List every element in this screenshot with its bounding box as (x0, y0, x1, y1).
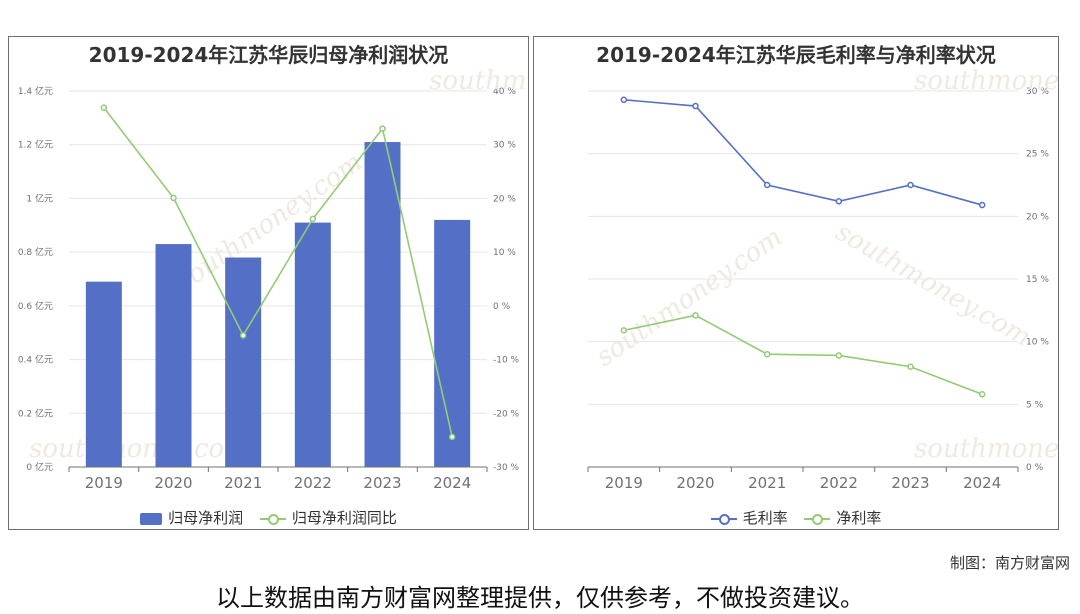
x-tick-label: 2019 (85, 474, 123, 492)
y-tick-label: 1.4 亿元 (18, 85, 53, 97)
point-net-profit-yoy (379, 125, 386, 132)
point-gross-margin (692, 102, 699, 110)
y2-tick-label: -10 % (493, 356, 520, 366)
y2-tick-label: 30 % (493, 141, 516, 151)
legend-item-net-profit-yoy[interactable]: 归母净利润同比 (259, 507, 397, 528)
y-tick-label: 1 亿元 (26, 192, 53, 204)
line-net-profit-yoy (103, 107, 453, 438)
point-net-profit-yoy (448, 433, 456, 441)
line-net-margin (623, 314, 983, 396)
watermark-text: southmoney.com (29, 434, 249, 464)
y2-tick-label: 0 % (493, 302, 511, 312)
disclaimer-text: 以上数据由南方财富网整理提供，仅供参考，不做投资建议。 (216, 584, 864, 612)
chart-credit: 制图：南方财富网 (949, 554, 1070, 572)
point-net-margin (692, 312, 699, 319)
chart-legend: 归母净利润 归母净利润同比 (9, 507, 528, 528)
x-tick-label: 2022 (820, 474, 858, 492)
y-tick-label: 0.4 亿元 (18, 354, 53, 366)
bar-net-profit (364, 142, 401, 467)
watermark-text: southmoney.com (914, 434, 1058, 464)
point-gross-margin (835, 198, 843, 205)
legend-label: 净利率 (836, 509, 882, 527)
x-tick-label: 2021 (748, 474, 786, 492)
x-tick-label: 2024 (963, 474, 1001, 492)
line-swatch (710, 513, 737, 525)
point-gross-margin (907, 181, 914, 189)
chart-panel-margins: 0 % 5 % 10 % 15 % 20 % 25 % 30 % southmoney.com… (533, 36, 1059, 530)
y-tick-label: 10 % (1026, 338, 1049, 348)
legend-label: 归母净利润 (168, 509, 244, 527)
legend-item-net-profit[interactable]: 归母净利润 (140, 507, 243, 528)
y-tick-label: 25 % (1026, 150, 1049, 160)
bar-net-profit (155, 244, 192, 467)
x-tick-label: 2020 (154, 474, 192, 492)
watermark-text: southmoney.com (429, 66, 528, 96)
y-tick-label: 5 % (1026, 400, 1044, 410)
legend-label: 毛利率 (742, 509, 788, 527)
y2-tick-label: 40 % (493, 87, 516, 97)
y-tick-label: 1.2 亿元 (18, 139, 53, 151)
x-tick-label: 2023 (891, 474, 929, 492)
bar-net-profit (225, 257, 262, 467)
y-tick-label: 20 % (1026, 212, 1049, 222)
point-net-margin (620, 327, 628, 334)
x-tick-label: 2024 (433, 474, 471, 492)
point-net-margin (763, 350, 771, 358)
y-tick-label: 30 % (1026, 87, 1049, 97)
y2-tick-label: -30 % (493, 463, 520, 473)
watermark-text: southmoney.com (171, 147, 368, 298)
y-tick-label: 0.2 亿元 (18, 407, 53, 419)
watermark-text: southmoney.com (831, 217, 1036, 353)
point-net-margin (978, 391, 986, 398)
y-tick-label: 0.6 亿元 (18, 300, 53, 312)
x-tick-label: 2019 (605, 474, 643, 492)
y-tick-label: 15 % (1026, 275, 1049, 285)
point-net-profit-yoy (100, 104, 108, 111)
y2-tick-label: 10 % (493, 248, 516, 258)
point-net-margin (907, 363, 914, 370)
margin-chart: 0 %5 %10 %15 %20 %25 %30 %southmoney.com… (587, 66, 1058, 492)
legend-item-net-margin[interactable]: 净利率 (804, 507, 881, 528)
y-tick-label: 0.8 亿元 (18, 246, 53, 258)
y-tick-label: 0 亿元 (26, 461, 53, 473)
x-tick-label: 2021 (224, 474, 262, 492)
bar-swatch (140, 512, 163, 525)
x-tick-label: 2022 (294, 474, 332, 492)
bar-net-profit (85, 281, 122, 467)
point-gross-margin (763, 181, 771, 189)
net-profit-chart: 0 亿元 0.2 亿元 0.4 亿元 0.6 亿元 0.8 亿元 1 亿元 1.2 亿元 1.… (18, 66, 528, 492)
y2-tick-label: 20 % (493, 194, 516, 204)
bar-net-profit (434, 219, 471, 467)
point-net-profit-yoy (239, 332, 247, 339)
y-tick-label: 0 % (1026, 463, 1044, 473)
watermark-text: southmoney.com (914, 66, 1058, 96)
point-gross-margin (978, 201, 986, 209)
chart-panel-net-profit: 0 亿元 0.2 亿元 0.4 亿元 0.6 亿元 0.8 亿元 1 亿元 1.2 亿元 1.… (8, 36, 529, 530)
legend-item-gross-margin[interactable]: 毛利率 (710, 507, 788, 528)
line-swatch (804, 513, 831, 525)
bar-net-profit (294, 222, 331, 467)
point-net-profit-yoy (309, 215, 317, 223)
chart-title: 2019-2024年江苏华辰毛利率与净利率状况 (596, 43, 996, 67)
chart-title: 2019-2024年江苏华辰归母净利润状况 (88, 43, 449, 67)
line-swatch (259, 513, 286, 525)
chart-legend: 毛利率 净利率 (534, 507, 1058, 528)
x-tick-label: 2023 (363, 474, 401, 492)
line-gross-margin (623, 98, 983, 206)
y2-tick-label: -20 % (493, 409, 520, 419)
point-gross-margin (620, 96, 628, 104)
point-net-profit-yoy (170, 194, 177, 202)
point-net-margin (835, 352, 843, 359)
legend-label: 归母净利润同比 (291, 509, 397, 527)
x-tick-label: 2020 (676, 474, 714, 492)
